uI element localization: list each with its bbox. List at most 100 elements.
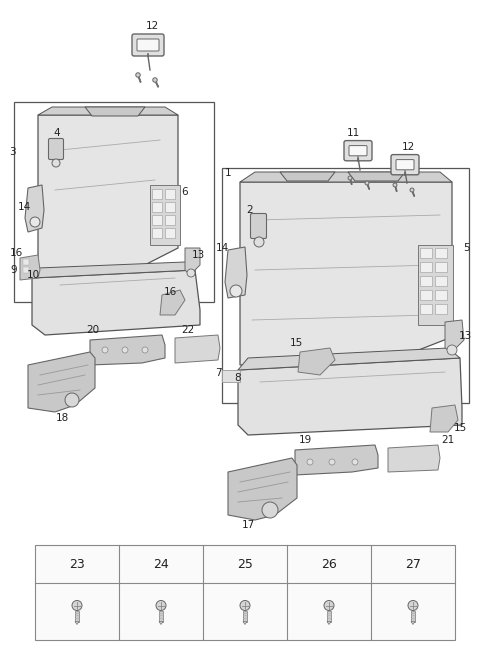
Bar: [435, 248, 447, 258]
Polygon shape: [20, 255, 40, 280]
Circle shape: [230, 285, 242, 297]
Circle shape: [187, 269, 195, 277]
Circle shape: [102, 347, 108, 353]
Text: 13: 13: [458, 331, 472, 341]
Text: 12: 12: [145, 21, 158, 31]
Bar: [165, 228, 175, 238]
Text: 27: 27: [405, 557, 421, 571]
Bar: [35, 545, 455, 640]
Circle shape: [410, 188, 414, 192]
FancyBboxPatch shape: [132, 34, 164, 56]
FancyBboxPatch shape: [344, 141, 372, 160]
Polygon shape: [411, 622, 415, 624]
Circle shape: [365, 181, 369, 185]
Circle shape: [30, 217, 40, 227]
Circle shape: [52, 159, 60, 167]
Circle shape: [156, 601, 166, 610]
Polygon shape: [156, 82, 159, 87]
Circle shape: [447, 345, 457, 355]
Circle shape: [393, 183, 397, 187]
Text: 4: 4: [54, 128, 60, 138]
Text: 25: 25: [237, 557, 253, 571]
Circle shape: [352, 459, 358, 465]
Polygon shape: [280, 172, 335, 181]
Polygon shape: [350, 179, 352, 185]
Text: 16: 16: [10, 248, 23, 258]
Circle shape: [122, 347, 128, 353]
Polygon shape: [90, 335, 165, 365]
Bar: [152, 215, 162, 225]
Text: 11: 11: [347, 128, 360, 138]
Text: 9: 9: [11, 265, 17, 275]
Bar: [327, 610, 331, 622]
Polygon shape: [295, 445, 378, 475]
Circle shape: [142, 347, 148, 353]
Polygon shape: [298, 348, 335, 375]
Text: 20: 20: [86, 325, 99, 335]
FancyBboxPatch shape: [391, 155, 419, 175]
Bar: [435, 276, 447, 286]
Bar: [14, 102, 214, 302]
Circle shape: [348, 176, 352, 180]
Text: 15: 15: [289, 338, 302, 348]
Polygon shape: [85, 107, 145, 116]
Circle shape: [324, 601, 334, 610]
Text: 24: 24: [153, 557, 169, 571]
Polygon shape: [240, 172, 452, 182]
Text: 5: 5: [464, 243, 470, 253]
Text: 23: 23: [69, 557, 85, 571]
Text: 17: 17: [241, 520, 254, 530]
Text: 8: 8: [235, 373, 241, 383]
Text: 15: 15: [454, 423, 467, 433]
Bar: [152, 202, 162, 212]
Polygon shape: [412, 192, 415, 196]
Text: 12: 12: [401, 142, 415, 152]
Circle shape: [65, 393, 79, 407]
Polygon shape: [388, 445, 440, 472]
Polygon shape: [367, 185, 370, 189]
FancyBboxPatch shape: [396, 160, 414, 170]
Bar: [435, 262, 447, 272]
Polygon shape: [348, 172, 405, 181]
Polygon shape: [25, 185, 44, 232]
Polygon shape: [38, 107, 178, 115]
Bar: [420, 276, 432, 286]
Text: 14: 14: [216, 243, 228, 253]
Circle shape: [153, 78, 157, 83]
Bar: [420, 304, 432, 314]
Polygon shape: [228, 458, 297, 520]
Text: 26: 26: [321, 557, 337, 571]
Polygon shape: [327, 622, 331, 624]
Text: 6: 6: [182, 187, 188, 197]
Polygon shape: [28, 352, 95, 412]
Circle shape: [408, 601, 418, 610]
Bar: [23, 259, 29, 265]
FancyBboxPatch shape: [48, 138, 63, 160]
Bar: [152, 228, 162, 238]
FancyBboxPatch shape: [137, 39, 159, 51]
Circle shape: [307, 459, 313, 465]
Circle shape: [254, 237, 264, 247]
Circle shape: [72, 601, 82, 610]
Bar: [23, 267, 29, 273]
Polygon shape: [32, 270, 200, 335]
Bar: [420, 262, 432, 272]
Text: 19: 19: [299, 435, 312, 445]
Bar: [75, 610, 79, 622]
Circle shape: [240, 601, 250, 610]
FancyBboxPatch shape: [349, 145, 367, 156]
Bar: [435, 304, 447, 314]
Text: 22: 22: [181, 325, 194, 335]
Bar: [150, 185, 180, 245]
Polygon shape: [32, 262, 195, 278]
Polygon shape: [243, 622, 247, 624]
Polygon shape: [138, 77, 141, 83]
Polygon shape: [445, 320, 464, 352]
Bar: [222, 168, 469, 403]
Text: 7: 7: [215, 368, 221, 378]
Text: 1: 1: [225, 168, 231, 178]
Polygon shape: [185, 248, 200, 275]
Text: 2: 2: [247, 205, 253, 215]
Polygon shape: [38, 115, 178, 275]
Bar: [165, 189, 175, 199]
